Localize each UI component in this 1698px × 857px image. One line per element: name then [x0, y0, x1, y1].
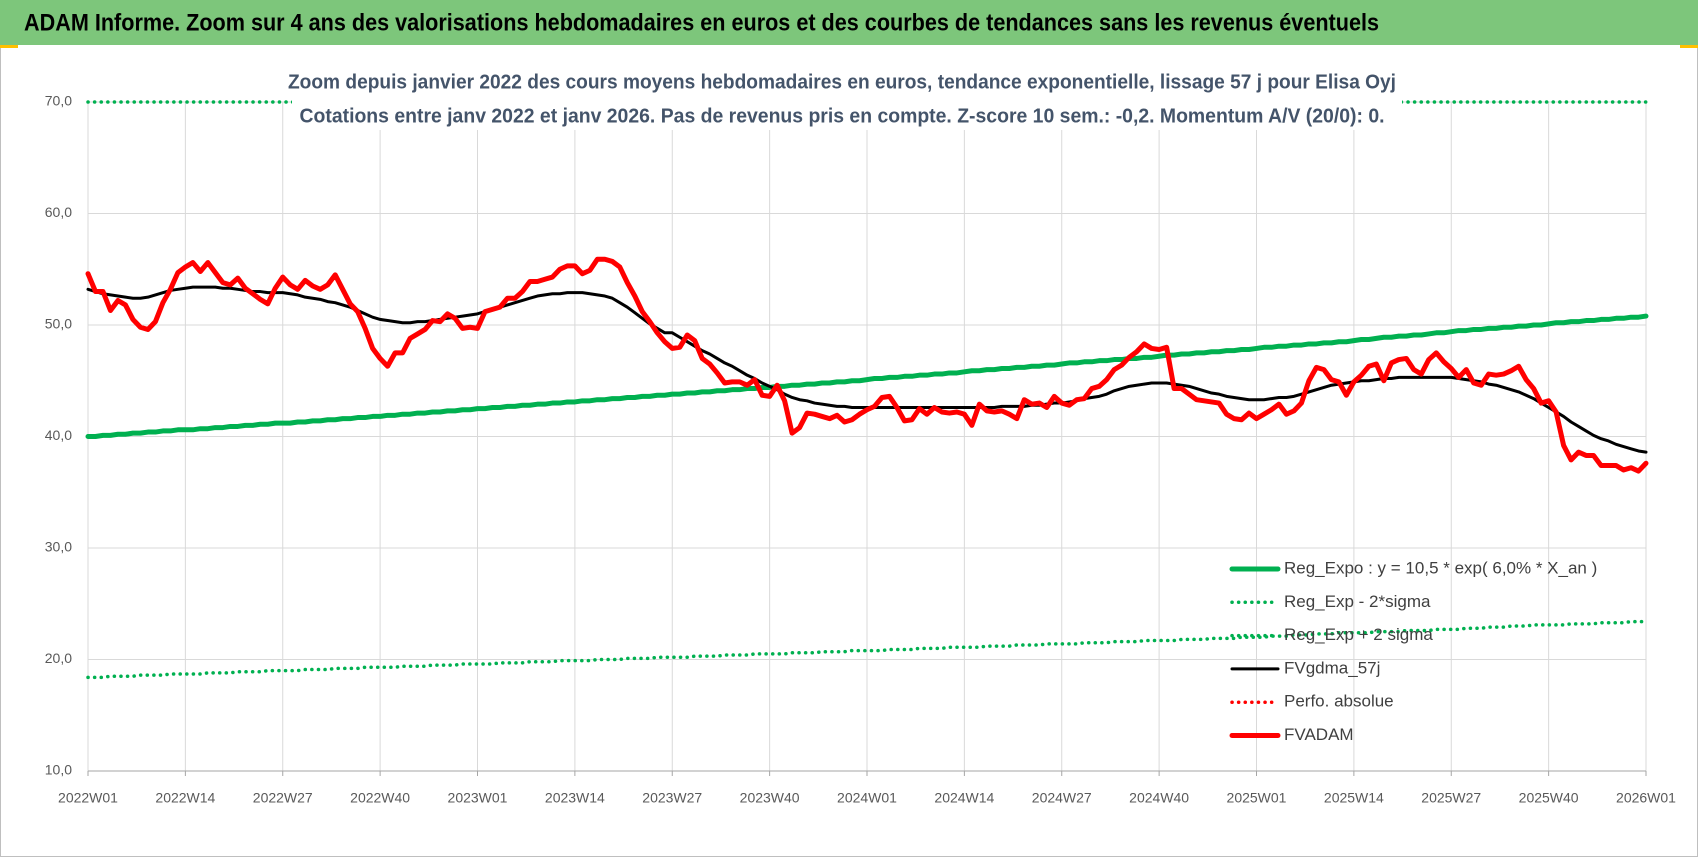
y-tick-label: 70,0	[45, 93, 72, 109]
subtitle: Cotations entre janv 2022 et janv 2026. …	[300, 105, 1385, 127]
legend-label: Reg_Exp + 2 sigma	[1284, 625, 1433, 644]
y-tick-label: 30,0	[45, 539, 72, 555]
legend-label: Reg_Exp - 2*sigma	[1284, 592, 1431, 611]
x-tick-label: 2024W01	[837, 790, 897, 806]
x-tick-label: 2023W40	[740, 790, 800, 806]
x-tick-label: 2025W01	[1227, 790, 1287, 806]
header-bar	[0, 0, 1698, 45]
corner-accent	[1680, 45, 1698, 48]
x-tick-label: 2025W27	[1421, 790, 1481, 806]
legend-label: FVgdma_57j	[1284, 658, 1380, 677]
x-tick-label: 2022W14	[155, 790, 215, 806]
legend-label: Reg_Expo : y = 10,5 * exp( 6,0% * X_an )	[1284, 558, 1597, 577]
series-line	[85, 313, 1649, 439]
subtitle: Zoom depuis janvier 2022 des cours moyen…	[288, 71, 1396, 93]
x-tick-label: 2025W14	[1324, 790, 1384, 806]
subtitle-box	[292, 62, 1402, 130]
x-tick-label: 2025W40	[1519, 790, 1579, 806]
series-line	[85, 256, 1649, 474]
x-tick-label: 2024W14	[934, 790, 994, 806]
x-tick-label: 2023W27	[642, 790, 702, 806]
legend-label: FVADAM	[1284, 725, 1354, 744]
x-tick-label: 2022W27	[253, 790, 313, 806]
y-tick-label: 20,0	[45, 650, 72, 666]
x-tick-label: 2022W01	[58, 790, 118, 806]
x-tick-label: 2024W27	[1032, 790, 1092, 806]
y-tick-label: 10,0	[45, 762, 72, 778]
series-line	[86, 619, 1648, 680]
y-tick-label: 50,0	[45, 316, 72, 332]
page-title: ADAM Informe. Zoom sur 4 ans des valoris…	[24, 9, 1379, 36]
legend-label: Perfo. absolue	[1284, 692, 1394, 711]
corner-accent	[0, 45, 18, 48]
x-tick-label: 2022W40	[350, 790, 410, 806]
x-tick-label: 2024W40	[1129, 790, 1189, 806]
x-tick-label: 2023W01	[448, 790, 508, 806]
x-tick-label: 2026W01	[1616, 790, 1676, 806]
y-tick-label: 40,0	[45, 427, 72, 443]
x-tick-label: 2023W14	[545, 790, 605, 806]
y-tick-label: 60,0	[45, 204, 72, 220]
